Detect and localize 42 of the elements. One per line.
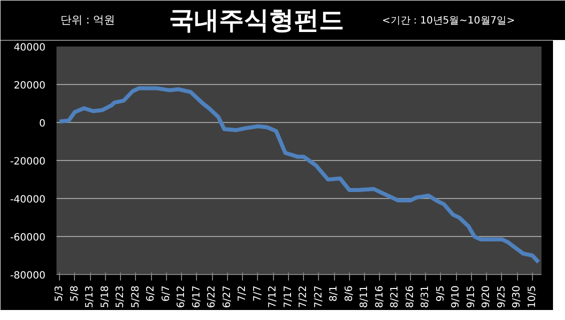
x-tick-label: 5/23	[115, 285, 126, 308]
y-tick-label: 20000	[14, 80, 46, 92]
x-tick-label: 8/11	[359, 285, 370, 308]
chart-subtitle: <기간 : 10년5월~10월7일>	[382, 16, 516, 26]
x-tick-label: 8/21	[390, 285, 401, 308]
x-tick-label: 10/5	[526, 285, 538, 308]
y-tick-label: -40000	[10, 194, 46, 206]
y-tick-label: -80000	[10, 270, 46, 282]
x-tick-label: 5/28	[130, 285, 142, 308]
x-tick-label: 6/2	[146, 286, 157, 302]
x-tick-label: 7/7	[252, 286, 264, 302]
x-tick-label: 5/8	[69, 286, 80, 302]
chart-title: 국내주식형펀드	[169, 6, 344, 34]
x-tick-label: 6/22	[206, 285, 218, 308]
y-tick-label: -60000	[10, 232, 46, 244]
x-tick-label: 6/7	[160, 286, 172, 302]
x-tick-label: 8/16	[374, 285, 386, 308]
x-tick-label: 5/13	[84, 285, 96, 308]
x-tick-label: 5/3	[54, 286, 66, 302]
x-tick-label: 9/10	[450, 285, 462, 308]
x-tick-label: 9/15	[466, 285, 477, 308]
x-tick-label: 9/30	[512, 285, 523, 308]
x-tick-label: 7/27	[313, 285, 324, 308]
x-tick-label: 6/12	[176, 285, 188, 308]
x-tick-label: 8/31	[420, 285, 432, 308]
x-tick-label: 9/25	[496, 285, 508, 308]
y-tick-label: -20000	[10, 156, 46, 168]
x-tick-label: 7/17	[282, 285, 294, 308]
x-tick-label: 8/26	[404, 285, 416, 308]
x-tick-label: 9/5	[435, 286, 446, 302]
x-tick-label: 7/2	[237, 286, 248, 302]
x-tick-label: 7/22	[298, 285, 310, 308]
x-tick-label: 5/18	[100, 285, 111, 308]
x-tick-label: 6/17	[191, 285, 202, 308]
x-tick-label: 9/20	[481, 285, 492, 308]
x-tick-label: 6/27	[222, 285, 233, 308]
y-tick-label: 40000	[14, 42, 46, 54]
x-tick-label: 8/1	[328, 286, 340, 302]
x-tick-label: 7/12	[268, 285, 279, 308]
y-tick-label: 0	[39, 118, 46, 130]
y-axis-title: 단위 : 억원	[60, 14, 116, 26]
x-tick-label: 8/6	[344, 286, 355, 302]
